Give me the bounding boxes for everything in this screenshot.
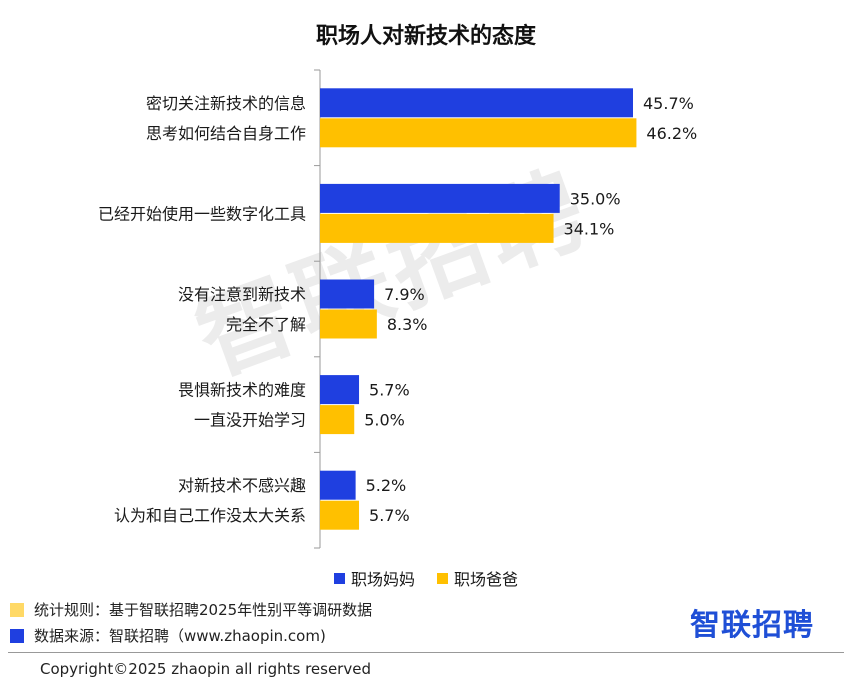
bar-dads bbox=[320, 309, 377, 339]
legend: 职场妈妈 职场爸爸 bbox=[0, 566, 852, 590]
footnote-text: 统计规则：基于智联招聘2025年性别平等调研数据 bbox=[34, 601, 373, 619]
category-label: 一直没开始学习 bbox=[194, 411, 306, 430]
bar-moms bbox=[320, 279, 375, 309]
legend-label-dads: 职场爸爸 bbox=[454, 570, 519, 589]
footnote-text: 数据来源：智联招聘（www.zhaopin.com) bbox=[34, 627, 326, 645]
footnote-swatch-yellow bbox=[10, 602, 24, 617]
data-label: 46.2% bbox=[646, 124, 697, 143]
brand-logo: 智联招聘 bbox=[690, 608, 814, 643]
category-label: 认为和自己工作没太大关系 bbox=[114, 506, 306, 525]
data-label: 45.7% bbox=[643, 94, 694, 113]
bar-moms bbox=[320, 375, 360, 405]
legend-swatch-moms bbox=[333, 572, 345, 584]
bar-dads bbox=[320, 405, 355, 435]
data-label: 5.0% bbox=[364, 411, 405, 430]
data-label: 7.9% bbox=[384, 285, 425, 304]
bar-moms bbox=[320, 88, 633, 118]
copyright-text: Copyright©2025 zhaopin all rights reserv… bbox=[40, 660, 371, 678]
data-label: 34.1% bbox=[564, 219, 615, 238]
category-label: 完全不了解 bbox=[226, 315, 306, 334]
footnote-swatch-blue bbox=[10, 628, 24, 643]
category-label: 已经开始使用一些数字化工具 bbox=[98, 204, 306, 223]
data-label: 5.2% bbox=[366, 476, 407, 495]
chart-title: 职场人对新技术的态度 bbox=[315, 24, 536, 49]
bar-moms bbox=[320, 183, 560, 213]
bar-moms bbox=[320, 470, 356, 500]
category-label: 没有注意到新技术 bbox=[178, 285, 306, 304]
bar-dads bbox=[320, 213, 554, 243]
legend-swatch-dads bbox=[437, 572, 448, 584]
legend-label-moms: 职场妈妈 bbox=[350, 570, 415, 589]
data-label: 5.7% bbox=[369, 506, 410, 525]
category-label: 畏惧新技术的难度 bbox=[178, 381, 306, 400]
category-label: 对新技术不感兴趣 bbox=[178, 476, 306, 495]
bar-dads bbox=[320, 500, 360, 530]
data-label: 5.7% bbox=[369, 381, 410, 400]
bar-dads bbox=[320, 118, 637, 148]
footnote-data-source: 数据来源：智联招聘（www.zhaopin.com) bbox=[10, 625, 326, 646]
legend-item-dads: 职场爸爸 bbox=[437, 566, 518, 590]
data-label: 8.3% bbox=[387, 315, 428, 334]
footnote-statistics-rule: 统计规则：基于智联招聘2025年性别平等调研数据 bbox=[10, 599, 372, 620]
category-label: 密切关注新技术的信息 bbox=[146, 94, 306, 113]
legend-item-moms: 职场妈妈 bbox=[333, 566, 415, 590]
data-label: 35.0% bbox=[570, 189, 621, 208]
category-label: 思考如何结合自身工作 bbox=[146, 124, 306, 143]
footer-divider bbox=[8, 652, 844, 653]
